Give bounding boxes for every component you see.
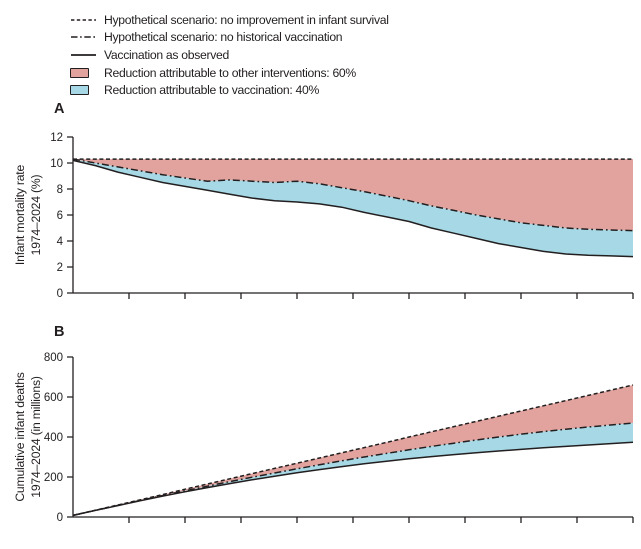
pink-swatch-icon (70, 67, 89, 78)
legend-item-observed: Vaccination as observed (70, 46, 389, 64)
legend-label: Hypothetical scenario: no historical vac… (104, 30, 343, 45)
legend-item-no-vaccination: Hypothetical scenario: no historical vac… (70, 29, 389, 47)
legend-label: Hypothetical scenario: no improvement in… (104, 12, 389, 27)
series-line-dashed (72, 384, 634, 517)
y-tick-label: 200 (44, 472, 63, 484)
panel-a-plot: 0 2 4 6 8 10 12 (50, 132, 634, 300)
panel-a-label: A (54, 101, 65, 117)
y-tick-label: 400 (44, 432, 63, 444)
legend-label: Reduction attributable to other interven… (104, 65, 356, 80)
y-tick-label: 800 (44, 352, 63, 364)
y-tick-label: 12 (50, 132, 63, 144)
blue-swatch-icon (70, 85, 89, 96)
series-line-dashdot (72, 422, 634, 517)
y-tick-label: 600 (44, 392, 63, 404)
y-tick-label: 2 (57, 262, 63, 274)
band (73, 159, 633, 231)
panel-b-y-axis-title: Cumulative infant deaths 1974–2024 (in m… (12, 342, 44, 532)
dashed-line-icon (70, 16, 97, 24)
solid-line-icon (70, 51, 97, 59)
y-tick-label: 4 (57, 236, 64, 248)
legend-item-no-improvement: Hypothetical scenario: no improvement in… (70, 11, 389, 29)
axes (67, 356, 634, 523)
y-tick-label: 0 (57, 512, 63, 524)
series-line-solid (72, 441, 634, 517)
y-axis-title-line2: 1974–2024 (%) (29, 174, 43, 256)
series-line-solid (72, 159, 634, 258)
legend-item-vaccination: Reduction attributable to vaccination: 4… (70, 81, 389, 99)
legend: Hypothetical scenario: no improvement in… (70, 11, 389, 99)
y-tick-label: 0 (57, 288, 63, 300)
axes (67, 136, 634, 299)
y-axis-title-line1: Cumulative infant deaths (13, 372, 27, 502)
series-line-dashdot (72, 158, 634, 232)
panel-a-y-axis-title: Infant mortality rate 1974–2024 (%) (12, 130, 44, 300)
y-tick-label: 8 (57, 184, 63, 196)
legend-label: Reduction attributable to vaccination: 4… (104, 83, 320, 98)
band (73, 423, 633, 516)
panel-b-plot: 0 200 400 600 800 (44, 352, 634, 524)
y-tick-label: 6 (57, 210, 63, 222)
panel-b-label: B (54, 324, 65, 340)
band (73, 159, 633, 257)
y-axis-title-line2: 1974–2024 (in millions) (29, 376, 43, 498)
y-tick-label: 10 (50, 158, 63, 170)
y-axis-title-line1: Infant mortality rate (13, 164, 27, 266)
dashdot-line-icon (70, 33, 97, 41)
legend-label: Vaccination as observed (104, 47, 229, 62)
legend-item-other-interventions: Reduction attributable to other interven… (70, 64, 389, 82)
